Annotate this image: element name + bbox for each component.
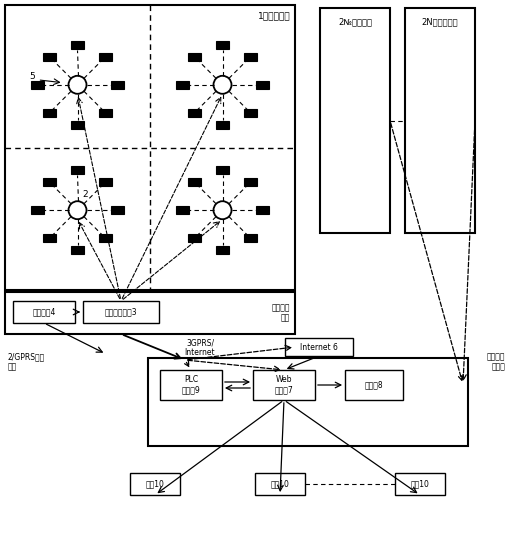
Bar <box>320 8 390 233</box>
Bar <box>31 81 44 89</box>
Bar <box>111 81 124 89</box>
Bar <box>405 8 475 233</box>
Bar <box>42 109 56 117</box>
Bar <box>244 109 258 117</box>
Bar <box>148 358 468 446</box>
Text: 5: 5 <box>30 72 35 81</box>
Bar <box>188 109 201 117</box>
Bar <box>176 206 189 214</box>
Text: 3GPRS/
Internet: 3GPRS/ Internet <box>185 338 216 357</box>
Text: 数据库8: 数据库8 <box>365 380 383 389</box>
Bar <box>71 246 84 254</box>
Text: Internet 6: Internet 6 <box>300 342 338 351</box>
Bar <box>253 370 315 400</box>
Bar <box>83 301 159 323</box>
Bar <box>255 473 305 495</box>
Text: 检测控制节点3: 检测控制节点3 <box>104 308 137 317</box>
Text: 2/GPRS网络
基站: 2/GPRS网络 基站 <box>8 352 45 371</box>
Bar <box>5 292 295 334</box>
Bar <box>285 338 353 356</box>
Text: 远程控制
中心室: 远程控制 中心室 <box>486 352 505 371</box>
Bar <box>71 166 84 174</box>
Bar <box>256 81 269 89</box>
Bar <box>395 473 445 495</box>
Bar <box>345 370 403 400</box>
Text: 1号养殖池塘: 1号养殖池塘 <box>259 11 291 20</box>
Bar <box>99 52 112 60</box>
Bar <box>188 52 201 60</box>
Bar <box>5 5 295 290</box>
Bar <box>160 370 222 400</box>
Bar <box>216 41 229 49</box>
Text: 现场报警4: 现场报警4 <box>32 308 56 317</box>
Bar <box>244 178 258 186</box>
Bar <box>42 178 56 186</box>
Text: PLC
监控犯9: PLC 监控犯9 <box>182 375 200 395</box>
Bar <box>216 166 229 174</box>
Text: 2N号养殖池塘: 2N号养殖池塘 <box>422 18 458 27</box>
Bar <box>244 52 258 60</box>
Text: 用戗10: 用戗10 <box>270 479 289 488</box>
Bar <box>99 178 112 186</box>
Bar <box>216 121 229 129</box>
Text: 现场控制
中心: 现场控制 中心 <box>271 303 290 323</box>
Text: 用戗10: 用戗10 <box>145 479 164 488</box>
Text: 2№养殖池塘: 2№养殖池塘 <box>338 18 372 27</box>
Text: 2: 2 <box>82 190 88 198</box>
Bar <box>130 473 180 495</box>
Bar <box>256 206 269 214</box>
Text: 用戗10: 用戗10 <box>411 479 430 488</box>
Bar <box>188 178 201 186</box>
Bar <box>244 234 258 242</box>
Bar <box>71 121 84 129</box>
Bar <box>111 206 124 214</box>
Bar <box>176 81 189 89</box>
Bar <box>99 234 112 242</box>
Bar <box>99 109 112 117</box>
Bar <box>188 234 201 242</box>
Text: Web
服务器7: Web 服务器7 <box>274 375 293 395</box>
Bar <box>42 234 56 242</box>
Bar <box>216 246 229 254</box>
Bar <box>71 41 84 49</box>
Bar <box>31 206 44 214</box>
Bar <box>42 52 56 60</box>
Bar <box>13 301 75 323</box>
